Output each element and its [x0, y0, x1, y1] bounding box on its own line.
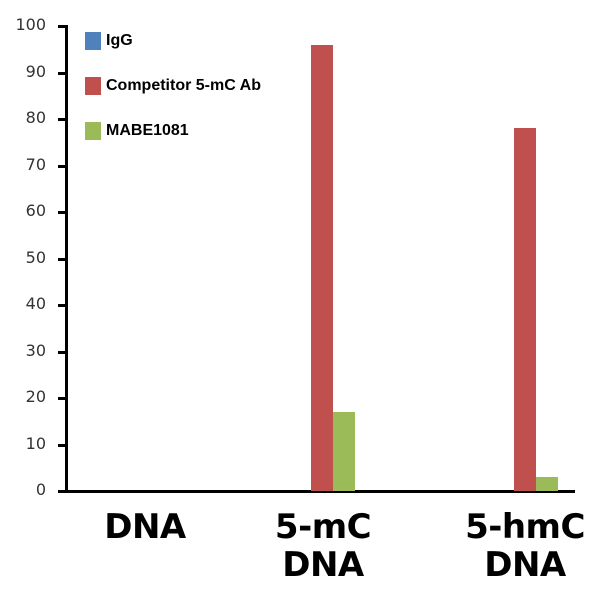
y-tick [58, 211, 66, 214]
category-label-line: DNA [104, 507, 186, 547]
y-axis-line [65, 25, 68, 493]
y-tick-label: 20 [25, 387, 46, 406]
y-tick [58, 397, 66, 400]
y-tick [58, 443, 66, 447]
y-tick-label: 10 [25, 433, 46, 453]
legend-swatch-competitor [85, 77, 101, 95]
y-tick [58, 257, 66, 261]
bar-mabe1081-5-mc-dna [333, 411, 355, 491]
legend-swatch-mabe1081 [85, 122, 101, 140]
y-tick-label: 100 [15, 15, 46, 34]
y-tick-label: 30 [25, 340, 46, 360]
y-tick [58, 350, 66, 354]
legend-label: MABE1081 [106, 122, 189, 139]
x-category-label-5mc-dna: 5-mC DNA [248, 508, 398, 584]
legend-label: IgG [106, 32, 133, 49]
y-tick-label: 60 [25, 201, 46, 220]
y-tick-label: 50 [25, 247, 46, 267]
legend-label: Competitor 5-mC Ab [106, 77, 261, 94]
x-axis-line [65, 490, 575, 493]
legend-item-mabe1081: MABE1081 [85, 120, 189, 142]
bar-competitor-5-mc-ab-5-mc-dna [311, 44, 333, 491]
category-label-line: 5-mC [274, 507, 372, 547]
category-label-line: 5-hmC [465, 507, 585, 547]
legend-item-igg: IgG [85, 30, 133, 52]
bar-mabe1081-5-hmc-dna [536, 477, 558, 491]
y-tick [58, 71, 66, 75]
y-tick [58, 164, 66, 168]
y-tick [58, 118, 66, 121]
y-tick-label: 0 [35, 480, 46, 499]
y-tick-label: 40 [25, 294, 46, 313]
bar-competitor-5-mc-ab-5-hmc-dna [514, 128, 536, 491]
y-tick-label: 70 [25, 154, 46, 174]
x-category-label-5hmc-dna: 5-hmC DNA [450, 508, 600, 584]
x-category-label-dna: DNA [70, 508, 220, 546]
y-tick [58, 304, 66, 307]
y-tick-label: 80 [25, 108, 46, 127]
legend-swatch-igg [85, 32, 101, 50]
legend-item-competitor: Competitor 5-mC Ab [85, 75, 261, 97]
y-tick [58, 490, 66, 493]
category-label-line: DNA [484, 545, 566, 585]
category-label-line: DNA [282, 545, 364, 585]
y-tick [58, 25, 66, 28]
y-tick-label: 90 [25, 61, 46, 81]
